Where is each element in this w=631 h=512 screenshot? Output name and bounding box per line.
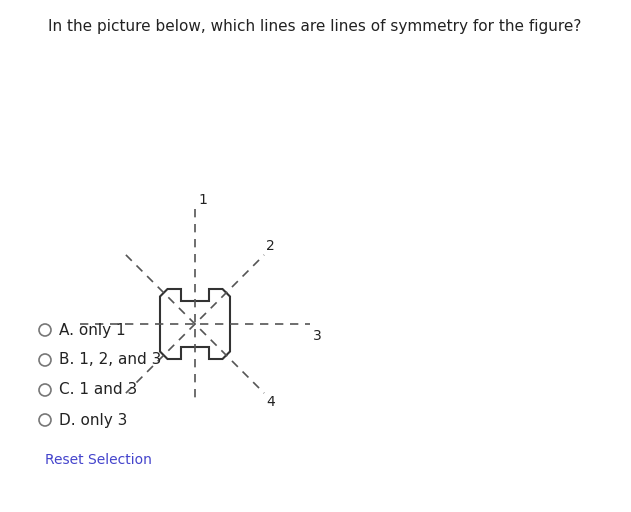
- Text: Reset Selection: Reset Selection: [45, 453, 152, 467]
- Text: A. only 1: A. only 1: [59, 323, 126, 337]
- Text: 4: 4: [266, 395, 275, 409]
- Text: 2: 2: [266, 239, 275, 253]
- Text: D. only 3: D. only 3: [59, 413, 127, 428]
- Text: In the picture below, which lines are lines of symmetry for the figure?: In the picture below, which lines are li…: [49, 19, 582, 34]
- Text: C. 1 and 3: C. 1 and 3: [59, 382, 138, 397]
- Text: B. 1, 2, and 3: B. 1, 2, and 3: [59, 352, 162, 368]
- Text: 3: 3: [313, 329, 322, 343]
- Text: 1: 1: [198, 193, 207, 207]
